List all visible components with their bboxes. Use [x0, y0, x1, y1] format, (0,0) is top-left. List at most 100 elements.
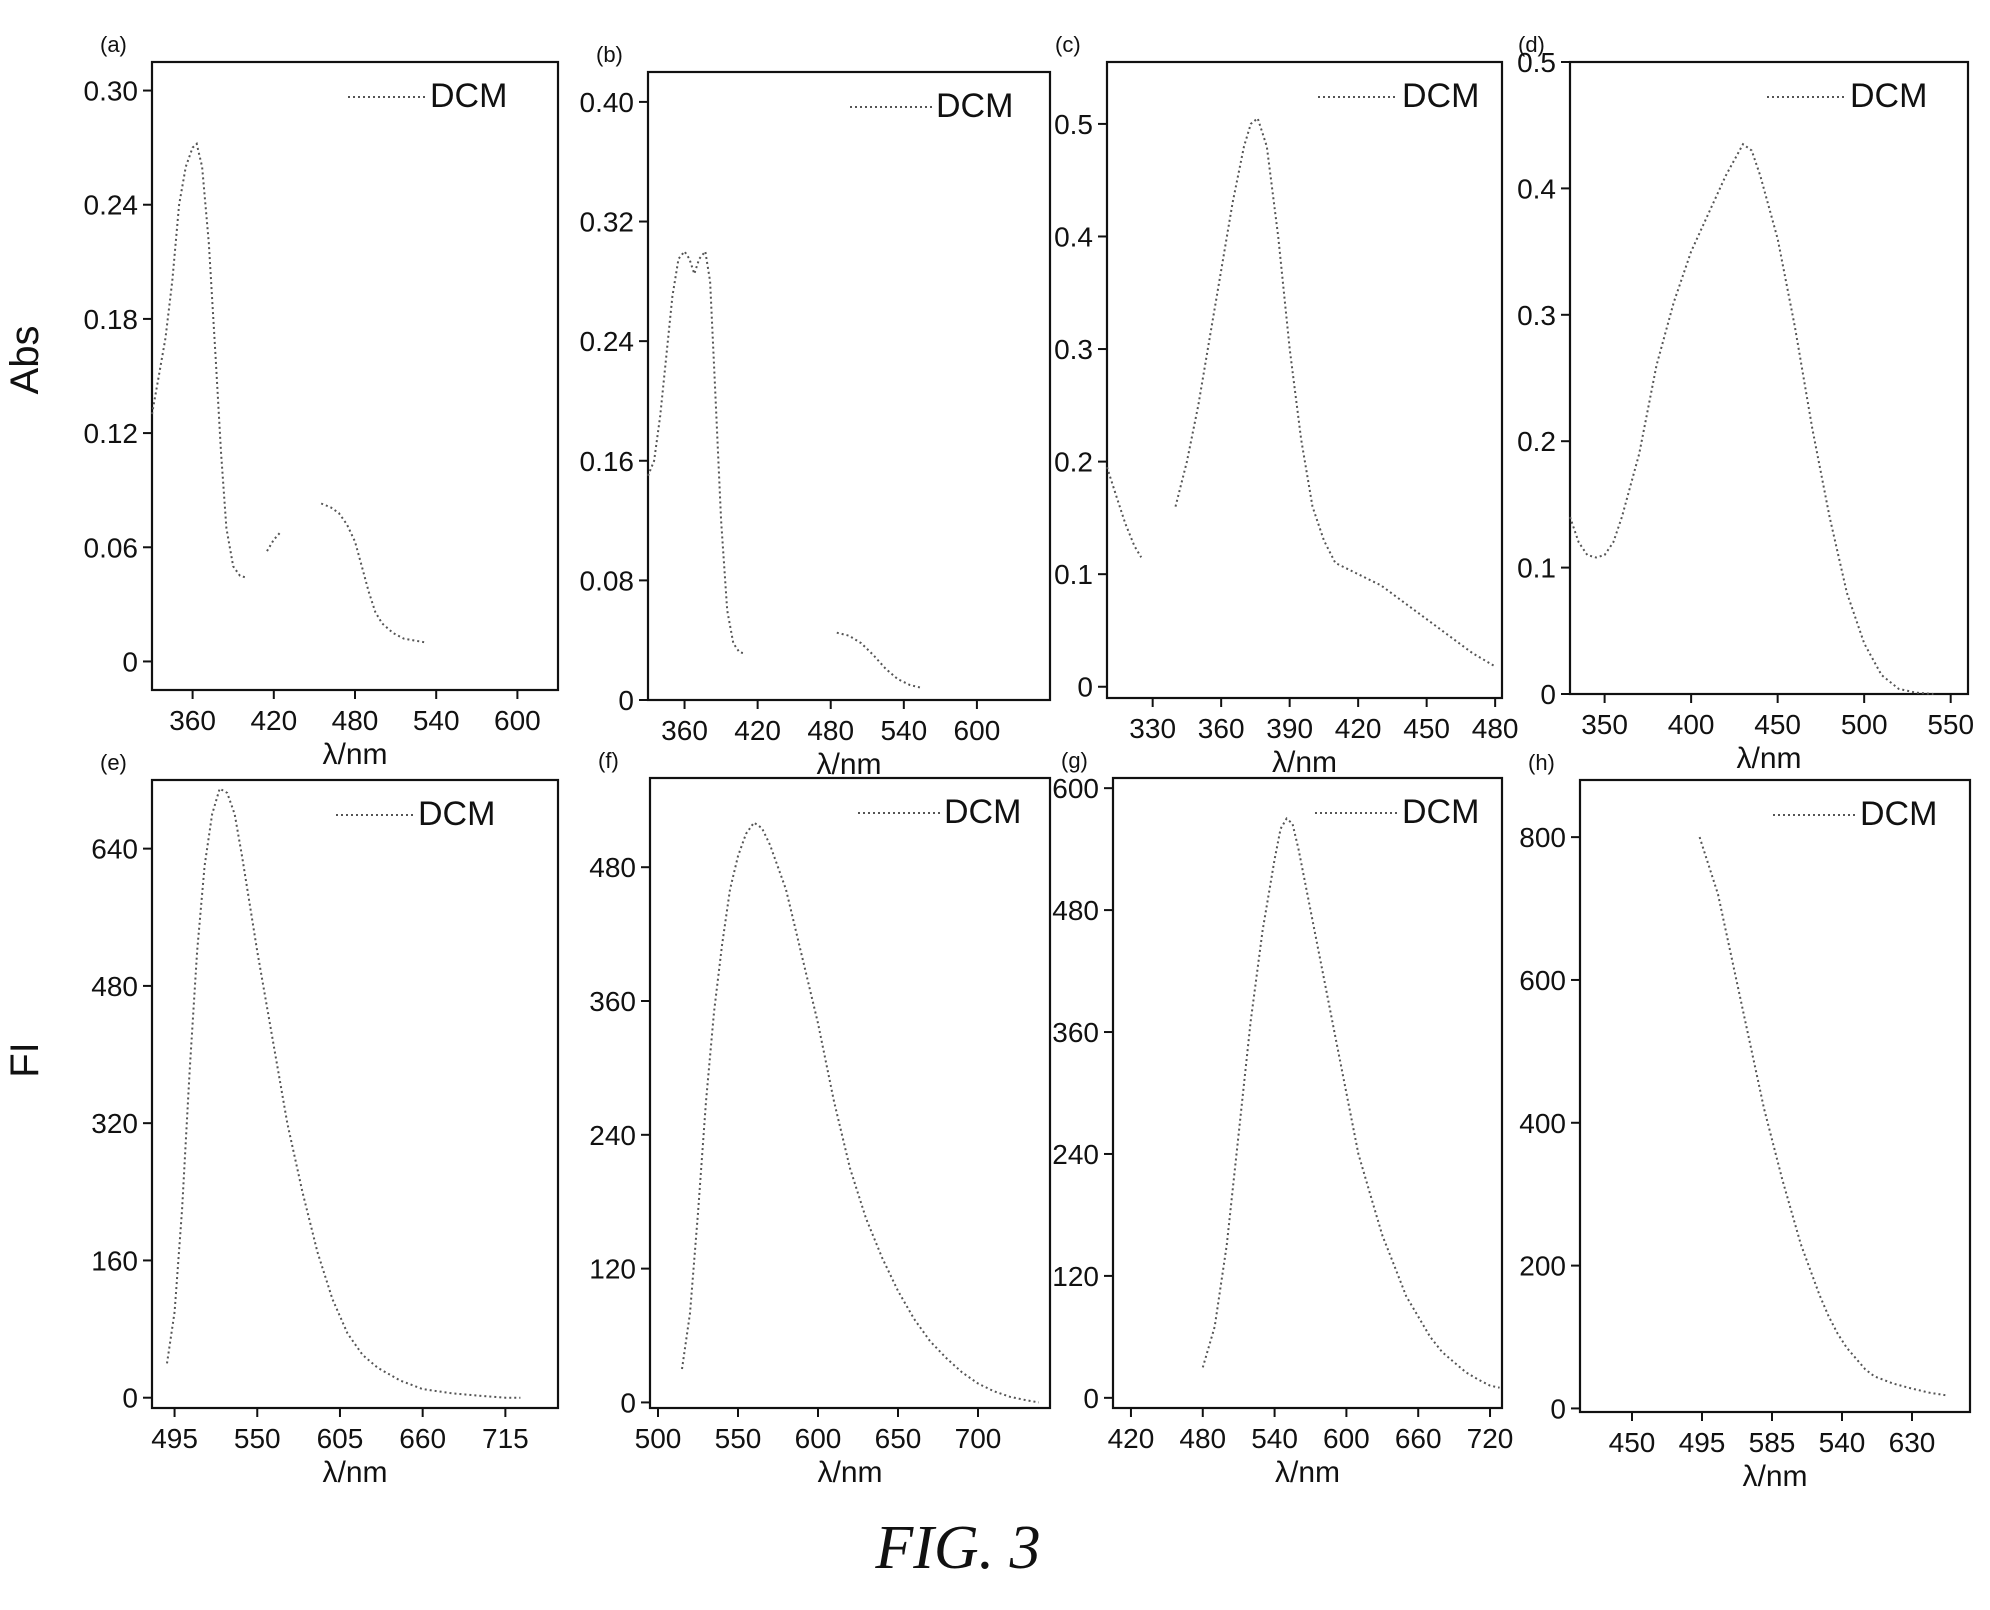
- x-axis-label: λ/nm: [322, 1456, 387, 1489]
- y-tick-label: 0.5: [1517, 47, 1556, 78]
- y-tick-label: 240: [1052, 1139, 1099, 1170]
- y-tick-label: 120: [1052, 1261, 1099, 1292]
- panel-label: (h): [1528, 750, 1555, 775]
- x-tick-label: 600: [795, 1423, 842, 1454]
- plot-frame: [1578, 778, 1972, 1414]
- panel-label: (e): [100, 750, 127, 775]
- y-tick-label: 600: [1519, 965, 1566, 996]
- x-tick-label: 540: [1251, 1423, 1298, 1454]
- legend-label: DCM: [936, 87, 1013, 125]
- x-tick-label: 600: [494, 705, 541, 736]
- chart-panel-5: (e) 0 160 320 480 640 495 550 605 660 715 λ/nm DCM: [91, 750, 560, 1489]
- plot-frame: [150, 778, 560, 1410]
- y-tick-label: 0: [1540, 679, 1556, 710]
- chart-panel-3: (c) 0 0.1 0.2 0.3 0.4 0.5 330 360 390 420 450 480 λ/n…: [1054, 32, 1518, 779]
- legend-label: DCM: [418, 795, 495, 833]
- x-tick-label: 700: [955, 1423, 1002, 1454]
- y-tick-label: 120: [589, 1254, 636, 1285]
- x-tick-label: 550: [234, 1423, 281, 1454]
- y-tick-label: 0: [1083, 1383, 1099, 1414]
- y-tick-label: 320: [91, 1108, 138, 1139]
- x-tick-label: 540: [880, 715, 927, 746]
- chart-panel-8: (h) 0 200 400 600 800 450 495 585 540 630 λ/nm DCM: [1519, 750, 1972, 1493]
- x-tick-label: 330: [1129, 713, 1176, 744]
- y-tick-label: 0.18: [84, 304, 139, 335]
- y-tick-label: 0.4: [1054, 221, 1093, 252]
- legend-label: DCM: [944, 793, 1021, 831]
- x-tick-label: 390: [1266, 713, 1313, 744]
- series-line: [1569, 142, 1934, 695]
- series-line: [681, 821, 1039, 1404]
- x-tick-label: 550: [715, 1423, 762, 1454]
- chart-panel-6: (f) 0 120 240 360 480 500 550 600 650 700 λ/nm DCM: [589, 748, 1052, 1489]
- y-tick-label: 160: [91, 1245, 138, 1276]
- series-line: [151, 141, 247, 579]
- series-line: [1106, 466, 1143, 558]
- y-tick-label: 0: [1077, 672, 1093, 703]
- y-tick-label: 400: [1519, 1108, 1566, 1139]
- y-tick-label: 0: [620, 1387, 636, 1418]
- legend-label: DCM: [1850, 77, 1927, 115]
- x-tick-label: 360: [1198, 713, 1245, 744]
- x-tick-label: 480: [1472, 713, 1519, 744]
- y-tick-label: 0.06: [84, 532, 139, 563]
- x-tick-label: 550: [1927, 709, 1974, 740]
- panel-label: (b): [596, 42, 623, 67]
- chart-panel-7: (g) 0 120 240 360 480 600 420 480 540 600 660 720 λ/n…: [1052, 748, 1513, 1489]
- x-tick-label: 495: [1679, 1427, 1726, 1458]
- row-label-fi: FI: [3, 1042, 47, 1078]
- x-axis-label: λ/nm: [1275, 1456, 1340, 1489]
- y-tick-label: 0: [122, 646, 138, 677]
- x-tick-label: 360: [169, 705, 216, 736]
- y-tick-label: 0.1: [1054, 559, 1093, 590]
- y-tick-label: 480: [589, 852, 636, 883]
- y-tick-label: 800: [1519, 822, 1566, 853]
- chart-panel-4: (d) 0 0.1 0.2 0.3 0.4 0.5 350 400 450 500 550 λ/nm DC…: [1517, 32, 1974, 775]
- x-tick-label: 660: [399, 1423, 446, 1454]
- y-tick-label: 0: [1550, 1393, 1566, 1424]
- panel-label: (d): [1518, 32, 1545, 57]
- x-tick-label: 450: [1754, 709, 1801, 740]
- x-tick-label: 420: [250, 705, 297, 736]
- x-tick-label: 600: [954, 715, 1001, 746]
- x-tick-label: 540: [1819, 1427, 1866, 1458]
- y-tick-label: 360: [1052, 1017, 1099, 1048]
- x-tick-label: 420: [1335, 713, 1382, 744]
- y-tick-label: 0.30: [84, 76, 139, 107]
- panel-label: (a): [100, 32, 127, 57]
- y-tick-label: 0.5: [1054, 109, 1093, 140]
- x-tick-label: 715: [482, 1423, 529, 1454]
- y-tick-label: 0.08: [580, 565, 635, 596]
- y-tick-label: 600: [1052, 773, 1099, 804]
- y-tick-label: 0.40: [580, 87, 635, 118]
- x-axis-label: λ/nm: [1742, 1460, 1807, 1493]
- legend-label: DCM: [430, 77, 507, 115]
- y-tick-label: 0.32: [580, 207, 635, 238]
- x-axis-label: λ/nm: [322, 738, 387, 771]
- y-tick-label: 200: [1519, 1251, 1566, 1282]
- y-tick-label: 0: [122, 1383, 138, 1414]
- figure-caption: FIG. 3: [874, 1514, 1040, 1582]
- x-axis-label: λ/nm: [1736, 742, 1801, 775]
- legend-label: DCM: [1402, 77, 1479, 115]
- row-label-abs: Abs: [3, 326, 47, 395]
- y-tick-label: 0.2: [1517, 426, 1556, 457]
- y-tick-label: 0.4: [1517, 173, 1556, 204]
- plot-frame: [1111, 776, 1504, 1410]
- series-line: [836, 631, 923, 689]
- x-tick-label: 600: [1323, 1423, 1370, 1454]
- y-tick-label: 360: [589, 986, 636, 1017]
- x-tick-label: 650: [875, 1423, 922, 1454]
- series-line: [1201, 817, 1500, 1389]
- series-line: [320, 502, 426, 644]
- y-tick-label: 0.2: [1054, 447, 1093, 478]
- panel-label: (c): [1055, 32, 1081, 57]
- series-line: [266, 531, 282, 552]
- y-tick-label: 0: [618, 685, 634, 716]
- y-tick-label: 0.24: [84, 190, 139, 221]
- series-line: [1698, 836, 1949, 1397]
- x-tick-label: 420: [734, 715, 781, 746]
- x-tick-label: 350: [1581, 709, 1628, 740]
- x-tick-label: 360: [661, 715, 708, 746]
